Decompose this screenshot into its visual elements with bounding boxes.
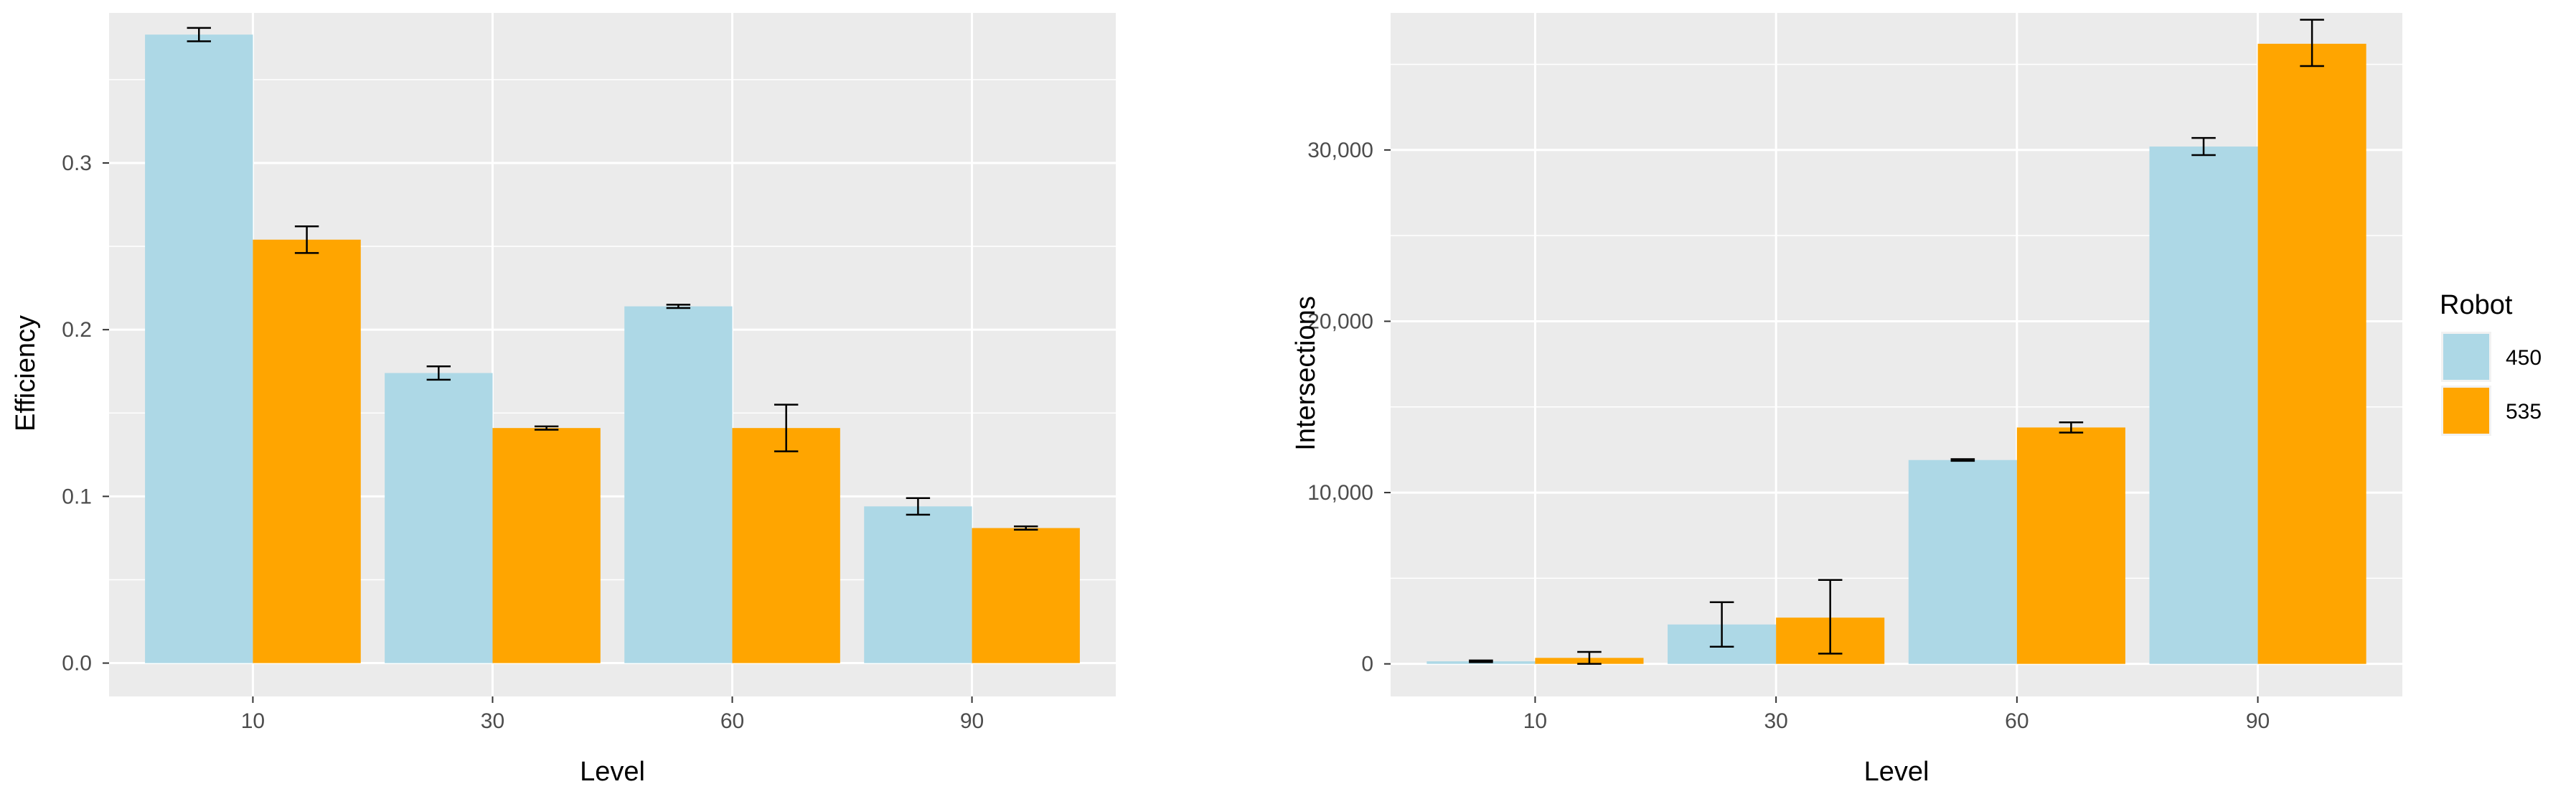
y-tick-label: 30,000 <box>1307 139 1373 162</box>
y-tick-label: 10,000 <box>1307 481 1373 505</box>
efficiency-chart: 0.0 0.1 0.2 0.3 10 30 60 90 Level Efficiency <box>11 13 1116 787</box>
bar-450-60 <box>624 306 733 663</box>
y-tick-label: 0.0 <box>62 652 92 676</box>
x-tick-label: 60 <box>2005 709 2029 733</box>
x-tick-label: 90 <box>2246 709 2270 733</box>
y-tick-label: 20,000 <box>1307 309 1373 333</box>
legend-title: Robot <box>2440 290 2513 320</box>
x-axis-title: Level <box>1864 757 1929 787</box>
x-tick-label: 30 <box>1764 709 1787 733</box>
x-tick-label: 90 <box>960 709 984 733</box>
legend-label-535: 535 <box>2506 400 2542 424</box>
y-tick-label: 0 <box>1361 653 1373 676</box>
bar-450-10 <box>145 34 253 663</box>
x-tick-label: 10 <box>241 709 265 733</box>
y-tick-label: 0.1 <box>62 485 92 508</box>
legend-swatch-450 <box>2443 334 2489 380</box>
bar-535-90 <box>972 528 1080 663</box>
legend: Robot 450 535 <box>2440 290 2542 436</box>
bar-535-90 <box>2257 43 2366 664</box>
bar-535-60 <box>732 428 840 663</box>
bar-535-10 <box>253 239 361 663</box>
bar-450-90 <box>2149 146 2258 664</box>
legend-swatch-535 <box>2443 388 2489 434</box>
intersections-chart: 0 10,000 20,000 30,000 10 30 60 90 Level Intersec… <box>1291 13 2402 787</box>
x-tick-label: 10 <box>1523 709 1547 733</box>
bar-535-60 <box>2016 427 2125 664</box>
x-tick-label: 30 <box>481 709 504 733</box>
y-tick-label: 0.3 <box>62 151 92 175</box>
bar-535-30 <box>492 428 601 663</box>
x-axis-title: Level <box>580 757 645 787</box>
legend-label-450: 450 <box>2506 346 2542 370</box>
bar-450-60 <box>1908 460 2017 664</box>
y-tick-label: 0.2 <box>62 318 92 342</box>
bar-450-90 <box>864 506 972 663</box>
bar-450-30 <box>385 373 493 663</box>
y-axis-title: Efficiency <box>11 315 41 432</box>
x-tick-label: 60 <box>720 709 744 733</box>
y-axis-title: Intersections <box>1291 296 1321 450</box>
